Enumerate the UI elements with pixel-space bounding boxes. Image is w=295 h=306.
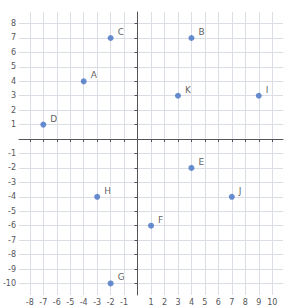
svg-text:-7: -7 <box>8 236 16 245</box>
svg-text:-4: -4 <box>8 192 16 201</box>
svg-text:9: 9 <box>256 298 261 306</box>
svg-text:8: 8 <box>243 298 248 306</box>
svg-text:K: K <box>185 85 192 95</box>
svg-text:-6: -6 <box>53 298 61 306</box>
svg-text:-8: -8 <box>26 298 34 306</box>
svg-text:E: E <box>198 157 204 167</box>
svg-text:C: C <box>118 27 124 37</box>
svg-text:I: I <box>266 85 269 95</box>
svg-text:A: A <box>91 70 98 80</box>
svg-text:-7: -7 <box>39 298 47 306</box>
svg-text:6: 6 <box>216 298 221 306</box>
svg-text:7: 7 <box>11 33 16 42</box>
svg-text:-10: -10 <box>3 279 16 288</box>
svg-text:D: D <box>50 114 57 124</box>
svg-text:6: 6 <box>11 48 16 57</box>
svg-text:2: 2 <box>162 298 167 306</box>
svg-text:-3: -3 <box>93 298 101 306</box>
svg-text:5: 5 <box>202 298 207 306</box>
svg-text:3: 3 <box>175 298 180 306</box>
svg-text:-5: -5 <box>66 298 74 306</box>
svg-text:B: B <box>198 27 204 37</box>
svg-text:G: G <box>118 272 125 282</box>
svg-text:J: J <box>238 186 242 196</box>
svg-text:-2: -2 <box>107 298 115 306</box>
svg-text:4: 4 <box>189 298 194 306</box>
svg-text:1: 1 <box>148 298 153 306</box>
svg-text:H: H <box>104 186 111 196</box>
svg-text:5: 5 <box>11 62 16 71</box>
svg-text:-1: -1 <box>8 149 16 158</box>
svg-text:10: 10 <box>267 298 277 306</box>
svg-text:2: 2 <box>11 106 16 115</box>
svg-text:-4: -4 <box>80 298 88 306</box>
svg-text:7: 7 <box>229 298 234 306</box>
svg-text:-5: -5 <box>8 207 16 216</box>
svg-text:1: 1 <box>11 120 16 129</box>
svg-text:-3: -3 <box>8 178 16 187</box>
svg-text:-2: -2 <box>8 163 16 172</box>
svg-text:F: F <box>158 215 163 225</box>
svg-text:-9: -9 <box>8 265 16 274</box>
svg-text:4: 4 <box>11 77 16 86</box>
svg-text:-1: -1 <box>120 298 128 306</box>
svg-text:8: 8 <box>11 19 16 28</box>
svg-text:3: 3 <box>11 91 16 100</box>
svg-text:-6: -6 <box>8 221 16 230</box>
svg-text:-8: -8 <box>8 250 16 259</box>
